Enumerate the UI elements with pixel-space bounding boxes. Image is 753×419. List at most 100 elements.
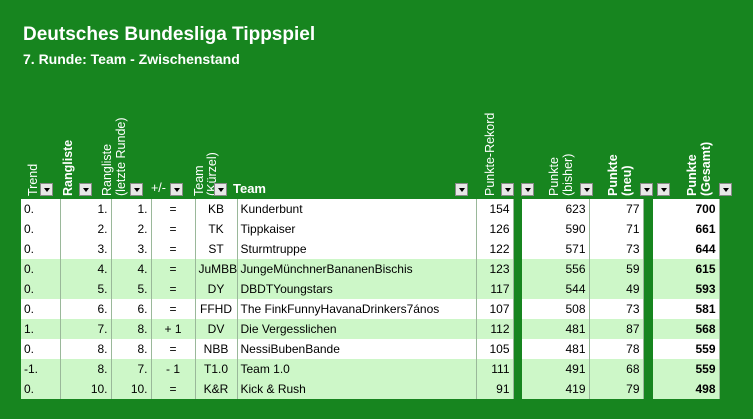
- bisher-filter-dropdown-icon[interactable]: [580, 183, 593, 196]
- gesamt-filter-dropdown-icon[interactable]: [719, 183, 732, 196]
- column-gap: [643, 239, 653, 259]
- header-team: Team: [233, 181, 266, 196]
- cell-neu: 71: [589, 219, 644, 239]
- column-gap: [513, 239, 522, 259]
- cell-letzte: 2.: [111, 219, 152, 239]
- rangliste-letzte-filter-dropdown-icon[interactable]: [130, 183, 143, 196]
- gap2-filter-dropdown-icon[interactable]: [657, 183, 670, 196]
- column-gap: [513, 279, 522, 299]
- table-row: 0. 10. 10. = K&R Kick & Rush 91 419 79 498: [21, 379, 720, 399]
- cell-pm: =: [151, 339, 196, 359]
- table-row: 0. 5. 5. = DY DBDTYoungstars 117 544 49 593: [21, 279, 720, 299]
- plusminus-filter-dropdown-icon[interactable]: [170, 183, 183, 196]
- cell-kurz: DV: [195, 319, 238, 339]
- rangliste-filter-dropdown-icon[interactable]: [79, 183, 92, 196]
- column-gap: [643, 199, 653, 219]
- neu-filter-dropdown-icon[interactable]: [640, 183, 653, 196]
- cell-rekord: 123: [476, 259, 514, 279]
- cell-gesamt: 700: [653, 199, 720, 219]
- table-row: -1. 8. 7. - 1 T1.0 Team 1.0 111 491 68 559: [21, 359, 720, 379]
- cell-team: NessiBubenBande: [237, 339, 477, 359]
- cell-team: Sturmtruppe: [237, 239, 477, 259]
- cell-gesamt: 661: [653, 219, 720, 239]
- cell-bisher: 481: [522, 339, 590, 359]
- header-bisher-1: Punkte: [547, 157, 561, 196]
- cell-trend: 0.: [21, 239, 61, 259]
- cell-team: Kick & Rush: [237, 379, 477, 399]
- table-row: 0. 1. 1. = KB Kunderbunt 154 623 77 700: [21, 199, 720, 219]
- table-row: 0. 2. 2. = TK Tippkaiser 126 590 71 661: [21, 219, 720, 239]
- cell-pm: =: [151, 219, 196, 239]
- cell-team: Die Vergesslichen: [237, 319, 477, 339]
- cell-bisher: 571: [522, 239, 590, 259]
- cell-rang: 5.: [60, 279, 112, 299]
- cell-gesamt: 568: [653, 319, 720, 339]
- cell-rang: 6.: [60, 299, 112, 319]
- gap-filter-dropdown-icon[interactable]: [521, 183, 534, 196]
- cell-letzte: 1.: [111, 199, 152, 219]
- team-kurz-filter-dropdown-icon[interactable]: [214, 183, 227, 196]
- cell-gesamt: 498: [653, 379, 720, 399]
- cell-rekord: 112: [476, 319, 514, 339]
- column-gap: [513, 319, 522, 339]
- trend-filter-dropdown-icon[interactable]: [40, 183, 53, 196]
- cell-trend: 1.: [21, 319, 61, 339]
- column-gap: [643, 219, 653, 239]
- column-gap: [643, 279, 653, 299]
- cell-kurz: JuMBB: [195, 259, 238, 279]
- cell-bisher: 491: [522, 359, 590, 379]
- cell-kurz: T1.0: [195, 359, 238, 379]
- header-rangliste: Rangliste: [61, 139, 75, 196]
- cell-trend: 0.: [21, 339, 61, 359]
- cell-bisher: 544: [522, 279, 590, 299]
- cell-trend: 0.: [21, 199, 61, 219]
- table-row: 0. 4. 4. = JuMBB JungeMünchnerBananenBischis 1…: [21, 259, 720, 279]
- cell-bisher: 623: [522, 199, 590, 219]
- cell-kurz: KB: [195, 199, 238, 219]
- cell-gesamt: 559: [653, 359, 720, 379]
- cell-letzte: 10.: [111, 379, 152, 399]
- cell-neu: 73: [589, 239, 644, 259]
- table-row: 0. 3. 3. = ST Sturmtruppe 122 571 73 644: [21, 239, 720, 259]
- cell-letzte: 3.: [111, 239, 152, 259]
- cell-kurz: NBB: [195, 339, 238, 359]
- cell-neu: 78: [589, 339, 644, 359]
- cell-bisher: 508: [522, 299, 590, 319]
- cell-trend: 0.: [21, 259, 61, 279]
- table-row: 0. 6. 6. = FFHD The FinkFunnyHavanaDrinkers7á…: [21, 299, 720, 319]
- cell-letzte: 7.: [111, 359, 152, 379]
- header-bisher-2: (bisher): [561, 153, 575, 196]
- cell-pm: =: [151, 199, 196, 219]
- cell-rang: 3.: [60, 239, 112, 259]
- cell-gesamt: 644: [653, 239, 720, 259]
- cell-team: JungeMünchnerBananenBischis: [237, 259, 477, 279]
- cell-rekord: 105: [476, 339, 514, 359]
- cell-rekord: 111: [476, 359, 514, 379]
- cell-letzte: 8.: [111, 339, 152, 359]
- cell-neu: 77: [589, 199, 644, 219]
- column-gap: [643, 359, 653, 379]
- cell-gesamt: 615: [653, 259, 720, 279]
- cell-team: Kunderbunt: [237, 199, 477, 219]
- table-row: 1. 7. 8. + 1 DV Die Vergesslichen 112 481 87 568: [21, 319, 720, 339]
- column-gap: [643, 259, 653, 279]
- cell-gesamt: 559: [653, 339, 720, 359]
- cell-neu: 79: [589, 379, 644, 399]
- team-filter-dropdown-icon[interactable]: [455, 183, 468, 196]
- cell-neu: 59: [589, 259, 644, 279]
- cell-pm: =: [151, 379, 196, 399]
- cell-pm: =: [151, 279, 196, 299]
- cell-kurz: TK: [195, 219, 238, 239]
- cell-gesamt: 593: [653, 279, 720, 299]
- cell-pm: + 1: [151, 319, 196, 339]
- column-gap: [513, 339, 522, 359]
- column-gap: [513, 259, 522, 279]
- cell-rang: 7.: [60, 319, 112, 339]
- cell-bisher: 556: [522, 259, 590, 279]
- column-gap: [643, 319, 653, 339]
- cell-trend: 0.: [21, 279, 61, 299]
- rekord-filter-dropdown-icon[interactable]: [501, 183, 514, 196]
- cell-bisher: 481: [522, 319, 590, 339]
- cell-pm: =: [151, 259, 196, 279]
- cell-gesamt: 581: [653, 299, 720, 319]
